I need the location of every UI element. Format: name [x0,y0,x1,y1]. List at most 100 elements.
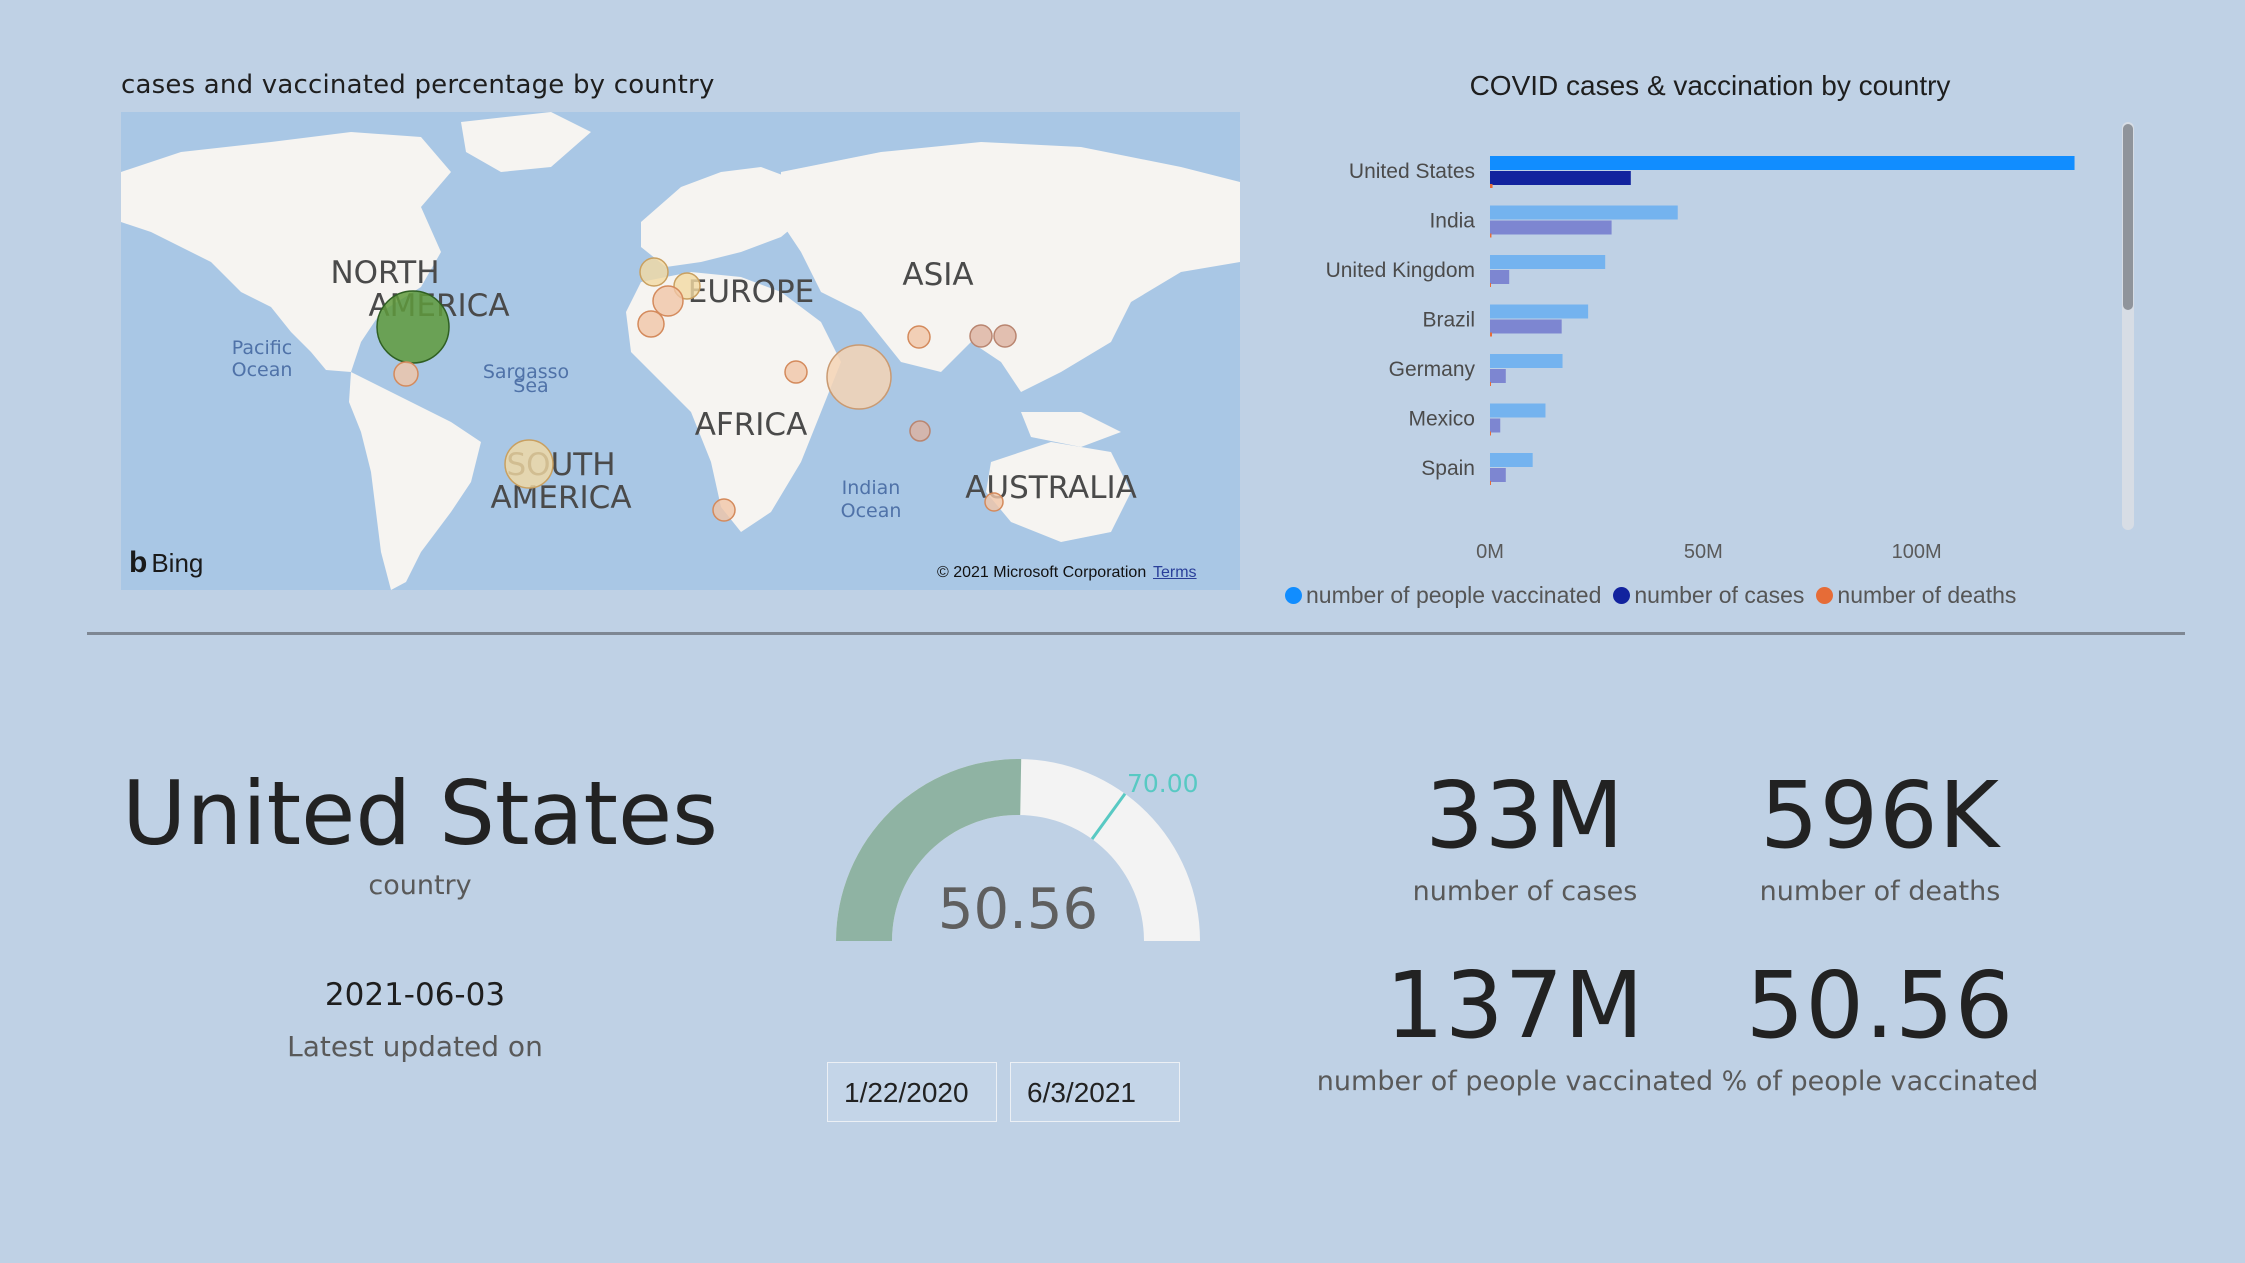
category-label: United Kingdom [1326,259,1475,282]
bubble-mexico[interactable] [393,361,419,387]
chart-scroll-thumb[interactable] [2123,124,2133,310]
bar-number-of-deaths[interactable] [1490,332,1493,337]
ocean-label-indian-2: Ocean [841,500,902,522]
bubble-saudi-arabia[interactable] [784,360,808,384]
gauge-fill [836,759,1022,941]
ocean-label-pacific-1: Pacific [232,337,292,359]
category-label: Mexico [1408,408,1475,431]
kpi-vaccinated-label: number of people vaccinated [1316,1066,1714,1097]
date-slicer-end[interactable]: 6/3/2021 [1010,1062,1180,1122]
bubble-united-states[interactable] [376,290,450,364]
legend-label-cases: number of cases [1634,582,1805,608]
kpi-deaths-value: 596K [1760,762,2000,869]
bar-number-of-deaths[interactable] [1490,382,1491,386]
region-label-africa: AFRICA [695,407,808,443]
map-copyright: © 2021 Microsoft Corporation [937,564,1147,581]
legend-label-vaccinated: number of people vaccinated [1306,582,1602,608]
gauge-target-marker [1090,792,1127,840]
country-card-label: country [368,870,472,901]
ocean-label-indian-1: Indian [842,477,901,499]
bar-number-of-people-vaccinated[interactable] [1490,205,1678,220]
legend-item-vaccinated[interactable]: number of people vaccinated [1285,582,1601,609]
bubble-spain[interactable] [637,310,665,338]
bar-number-of-people-vaccinated[interactable] [1490,255,1606,269]
latest-date-value: 2021-06-03 [324,977,506,1013]
map-canvas[interactable]: NORTH AMERICA EUROPE ASIA AFRICA SOUTH A… [121,112,1240,590]
date-slicer-start[interactable]: 1/22/2020 [827,1062,997,1122]
map-title: cases and vaccinated percentage by count… [121,70,715,100]
bar-number-of-people-vaccinated[interactable] [1490,354,1563,368]
bar-number-of-cases[interactable] [1490,171,1631,185]
category-label: Brazil [1422,309,1475,332]
legend-dot-cases [1613,587,1631,604]
legend-item-cases[interactable]: number of cases [1613,582,1804,609]
bar-number-of-cases[interactable] [1490,418,1501,433]
kpi-percent-value: 50.56 [1745,952,2015,1059]
bar-number-of-cases[interactable] [1490,319,1562,334]
x-tick-label: 100M [1892,541,1942,563]
bar-number-of-cases[interactable] [1490,220,1612,235]
category-label: United States [1349,160,1475,183]
bar-number-of-cases[interactable] [1490,270,1510,284]
kpi-cases-label: number of cases [1412,876,1638,907]
bar-number-of-deaths[interactable] [1490,233,1492,238]
country-card-value: United States [122,762,718,865]
bar-chart[interactable]: United States India United Kingdom Brazil Ge… [1280,110,2180,575]
bar-number-of-deaths[interactable] [1490,283,1491,287]
kpi-cases: 33M number of cases [1320,762,1730,908]
bubble-china[interactable] [907,325,931,349]
kpi-deaths: 596K number of deaths [1680,762,2080,908]
kpi-percent-label: % of people vaccinated [1721,1066,2039,1097]
bing-logo: b Bing [129,546,203,580]
bubble-france[interactable] [652,285,684,317]
land [121,112,1240,590]
bar-legend: number of people vaccinated number of ca… [1285,582,2016,609]
bar-number-of-people-vaccinated[interactable] [1490,304,1589,319]
bar-number-of-deaths[interactable] [1490,184,1493,188]
legend-dot-vaccinated [1285,587,1302,604]
bar-number-of-cases[interactable] [1490,468,1506,482]
bar-number-of-people-vaccinated[interactable] [1490,453,1533,467]
bubble-indonesia[interactable] [909,420,931,442]
bubble-australia[interactable] [984,492,1004,512]
kpi-deaths-label: number of deaths [1759,876,2001,907]
bing-b-icon: b [129,546,148,579]
world-map[interactable]: NORTH AMERICA EUROPE ASIA AFRICA SOUTH A… [121,112,1240,590]
ocean-label-sargasso-2: Sea [513,375,548,397]
region-label-north: NORTH [330,255,439,291]
bing-logo-text: Bing [151,547,204,578]
bubble-south-africa[interactable] [712,498,736,522]
bubble-united-kingdom[interactable] [639,257,669,287]
region-label-europe: EUROPE [688,274,815,310]
region-label-asia: ASIA [902,257,973,293]
kpi-vaccinated-value: 137M [1385,952,1645,1059]
legend-label-deaths: number of deaths [1837,582,2017,608]
kpi-percent-vaccinated: 50.56 % of people vaccinated [1680,952,2080,1098]
region-label-america-south: AMERICA [490,480,631,516]
latest-date-label: Latest updated on [287,1030,543,1063]
category-label: India [1429,210,1475,233]
bar-number-of-cases[interactable] [1490,369,1506,383]
bar-number-of-deaths[interactable] [1490,481,1491,485]
legend-dot-deaths [1816,587,1834,604]
bar-number-of-people-vaccinated[interactable] [1490,403,1546,418]
kpi-cases-value: 33M [1425,762,1625,869]
bubble-brazil[interactable] [504,439,554,489]
bubble-japan[interactable] [993,324,1017,348]
category-label: Spain [1421,457,1475,480]
bar-chart-title: COVID cases & vaccination by country [1469,70,1951,101]
x-tick-label: 50M [1684,541,1723,563]
bar-number-of-deaths[interactable] [1490,431,1491,436]
map-terms-link[interactable]: Terms [1153,564,1197,581]
map-bubbles[interactable] [376,257,1017,522]
ocean-label-pacific-2: Ocean [232,359,293,381]
category-label: Germany [1389,358,1476,381]
kpi-vaccinated: 137M number of people vaccinated [1310,952,1720,1098]
bubble-korea[interactable] [969,324,993,348]
x-tick-label: 0M [1476,541,1504,563]
ocean-label-sargasso-1: Sargasso [483,361,569,383]
bubble-india[interactable] [826,344,892,410]
vaccinated-gauge[interactable]: 70.00 50.56 [820,745,1220,965]
legend-item-deaths[interactable]: number of deaths [1816,582,2016,609]
bar-number-of-people-vaccinated[interactable] [1490,156,2075,170]
